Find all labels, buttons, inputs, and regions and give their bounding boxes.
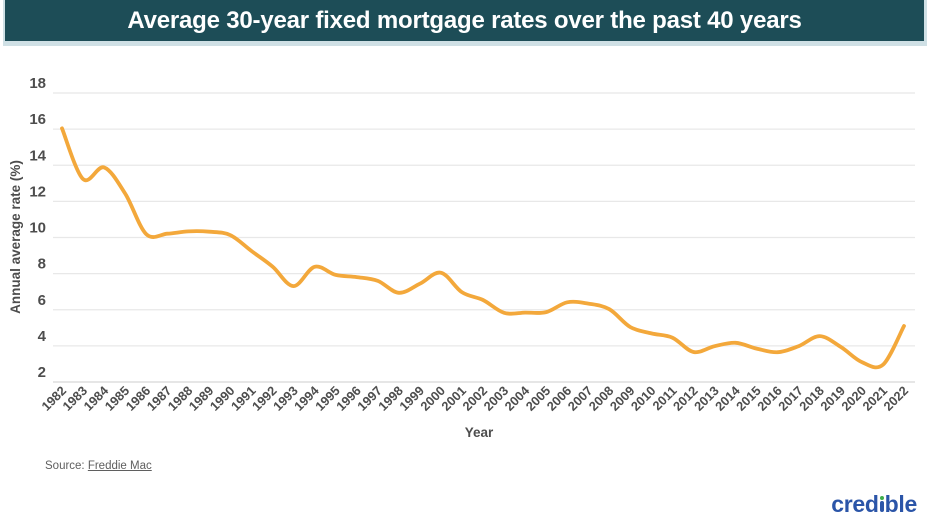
x-tick-label: 1996 xyxy=(333,383,364,414)
source-label: Source: xyxy=(45,460,88,472)
x-tick-label: 1988 xyxy=(165,383,196,414)
x-tick-label: 2017 xyxy=(775,383,806,414)
x-tick-label: 2018 xyxy=(796,383,827,414)
x-tick-label: 2011 xyxy=(649,383,679,413)
x-tick-label: 2013 xyxy=(691,383,722,414)
x-tick-label: 2021 xyxy=(859,383,890,414)
x-tick-label: 2010 xyxy=(628,383,659,414)
x-tick-label: 2007 xyxy=(565,383,596,414)
x-tick-label: 1984 xyxy=(80,382,111,413)
x-tick-label: 1994 xyxy=(291,382,322,413)
logo-text-ble: ble xyxy=(884,491,918,517)
x-tick-label: 2015 xyxy=(733,383,764,414)
x-tick-label: 2006 xyxy=(544,383,575,414)
logo-text-cred: cred xyxy=(831,491,879,517)
x-axis-title: Year xyxy=(465,425,494,440)
y-tick-label: 8 xyxy=(38,256,46,273)
x-tick-label: 1985 xyxy=(102,383,133,414)
x-tick-label: 1997 xyxy=(354,383,385,414)
y-tick-label: 6 xyxy=(38,292,46,309)
x-tick-label: 2022 xyxy=(880,383,911,414)
x-tick-label: 1998 xyxy=(375,383,406,414)
x-tick-label: 2020 xyxy=(838,383,869,414)
x-tick-label: 2014 xyxy=(712,382,743,413)
x-tick-label: 1993 xyxy=(270,383,301,414)
x-tick-label: 2019 xyxy=(817,383,848,414)
x-tick-label: 2016 xyxy=(754,383,785,414)
x-tick-label: 1982 xyxy=(38,383,69,414)
x-tick-label: 1990 xyxy=(207,383,238,414)
y-tick-label: 4 xyxy=(38,328,47,345)
x-tick-label: 1983 xyxy=(59,383,90,414)
x-tick-label: 1995 xyxy=(312,383,343,414)
x-tick-label: 1989 xyxy=(186,383,217,414)
header-banner: Average 30-year fixed mortgage rates ove… xyxy=(3,0,927,46)
x-tick-label: 2003 xyxy=(480,383,511,414)
x-tick-label: 1987 xyxy=(144,383,175,414)
x-tick-label: 2001 xyxy=(438,383,469,414)
x-tick-label: 1991 xyxy=(228,383,259,414)
y-tick-label: 14 xyxy=(29,147,46,164)
chart-title: Average 30-year fixed mortgage rates ove… xyxy=(127,6,802,34)
x-tick-label: 2012 xyxy=(670,383,701,414)
x-axis-labels: 1982198319841985198619871988198919901991… xyxy=(38,382,911,413)
logo-letter-i-icon xyxy=(879,496,884,512)
y-axis-title: Annual average rate (%) xyxy=(8,160,23,314)
y-tick-label: 16 xyxy=(29,111,46,128)
rate-line xyxy=(60,126,906,370)
source-note: Source: Freddie Mac xyxy=(45,460,152,472)
y-tick-label: 12 xyxy=(29,183,46,200)
y-axis-labels: 2 4 6 8 10 12 14 16 18 xyxy=(29,75,46,381)
x-tick-label: 1986 xyxy=(123,383,154,414)
credible-logo: cred ble xyxy=(831,491,917,518)
gridlines xyxy=(53,92,915,383)
y-tick-label: 2 xyxy=(38,364,46,381)
x-tick-label: 2000 xyxy=(417,383,448,414)
x-tick-label: 1992 xyxy=(249,383,280,414)
source-link-freddie-mac[interactable]: Freddie Mac xyxy=(87,460,152,472)
y-tick-label: 18 xyxy=(29,75,46,92)
x-tick-label: 2008 xyxy=(586,383,617,414)
x-tick-label: 2009 xyxy=(607,383,638,414)
x-tick-label: 1999 xyxy=(396,383,427,414)
x-tick-label: 2005 xyxy=(523,383,554,414)
x-tick-label: 2002 xyxy=(459,383,490,414)
y-tick-label: 10 xyxy=(29,220,46,237)
x-tick-label: 2004 xyxy=(501,382,532,413)
